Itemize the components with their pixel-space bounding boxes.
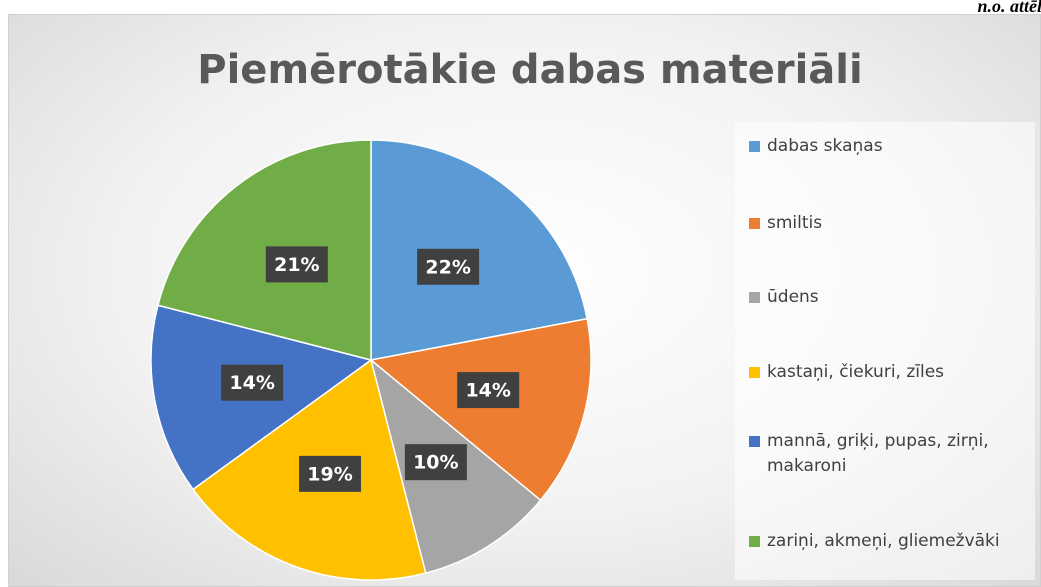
data-label-box bbox=[265, 246, 328, 283]
legend-swatch bbox=[749, 436, 760, 447]
data-label-box bbox=[299, 455, 362, 492]
data-label-box bbox=[404, 444, 467, 481]
legend-swatch bbox=[749, 218, 760, 229]
legend-swatch bbox=[749, 536, 760, 547]
chart-title: Piemērotākie dabas materiāli bbox=[197, 47, 862, 93]
data-label: 21% bbox=[274, 254, 319, 276]
data-label: 10% bbox=[413, 452, 458, 474]
legend-entry: smiltis bbox=[749, 211, 1029, 236]
legend-label: kastaņi, čiekuri, zīles bbox=[767, 362, 945, 382]
legend-entry: mannā, griķi, pupas, zirņi, makaroni bbox=[749, 429, 1029, 479]
legend-label: zariņi, akmeņi, gliemežvāki bbox=[767, 531, 1000, 551]
pie-slice bbox=[156, 139, 372, 361]
data-label-box bbox=[417, 248, 480, 285]
data-label-box bbox=[457, 372, 520, 409]
legend-label: ūdens bbox=[767, 287, 819, 307]
pie-slice bbox=[369, 317, 592, 502]
legend-swatch bbox=[749, 367, 760, 378]
data-label: 19% bbox=[307, 463, 352, 485]
legend-entry: dabas skaņas bbox=[749, 134, 1029, 159]
data-label: 14% bbox=[465, 380, 510, 402]
legend-entry: zariņi, akmeņi, gliemežvāki bbox=[749, 529, 1029, 554]
figure-note: n.o. attēls bbox=[977, 0, 1041, 16]
legend-label: mannā, griķi, pupas, zirņi, makaroni bbox=[767, 431, 989, 476]
legend-swatch bbox=[749, 292, 760, 303]
legend-entry: ūdens bbox=[749, 285, 1029, 310]
legend-label: smiltis bbox=[767, 213, 823, 233]
legend-entry: kastaņi, čiekuri, zīles bbox=[749, 360, 1029, 385]
data-label-box bbox=[221, 364, 284, 401]
data-label: 22% bbox=[425, 256, 470, 278]
legend-label: dabas skaņas bbox=[767, 136, 883, 156]
legend-swatch bbox=[749, 141, 760, 152]
data-label: 14% bbox=[229, 372, 274, 394]
legend: dabas skaņas smiltis ūdens kastaņi, čiekuri… bbox=[735, 122, 1035, 580]
